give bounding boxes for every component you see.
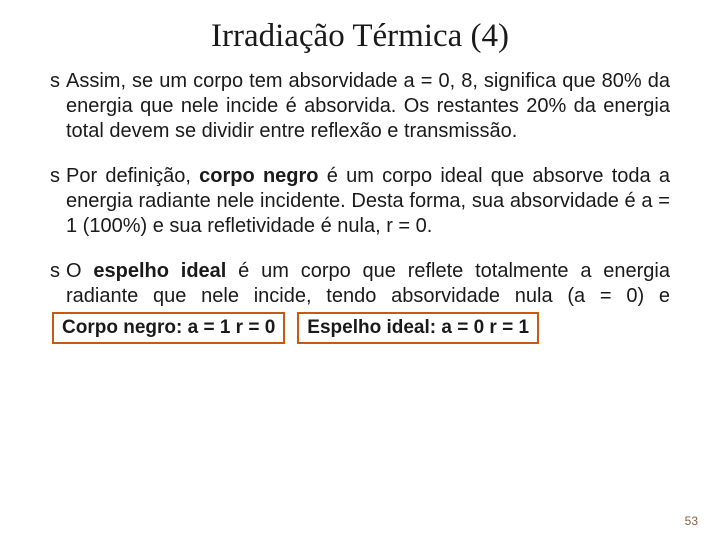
slide-title: Irradiação Térmica (4) xyxy=(50,18,670,55)
paragraph-2-text: Por definição, corpo negro é um corpo id… xyxy=(66,164,670,239)
box-corpo-negro: Corpo negro: a = 1 r = 0 xyxy=(52,312,285,344)
slide-container: Irradiação Térmica (4) s Assim, se um co… xyxy=(0,0,720,540)
bullet-icon: s xyxy=(50,164,60,189)
box-espelho-ideal: Espelho ideal: a = 0 r = 1 xyxy=(297,312,539,344)
paragraph-1-text: Assim, se um corpo tem absorvidade a = 0… xyxy=(66,69,670,144)
page-number: 53 xyxy=(685,514,698,528)
paragraph-2: s Por definição, corpo negro é um corpo … xyxy=(50,164,670,239)
bullet-icon: s xyxy=(50,69,60,94)
paragraph-1: s Assim, se um corpo tem absorvidade a =… xyxy=(50,69,670,144)
para2-pre: Por definição, xyxy=(66,165,199,187)
para2-bold: corpo negro xyxy=(199,165,318,187)
bullet-icon: s xyxy=(50,259,60,284)
para3-bold: espelho ideal xyxy=(93,260,226,282)
para3-pre: O xyxy=(66,260,93,282)
